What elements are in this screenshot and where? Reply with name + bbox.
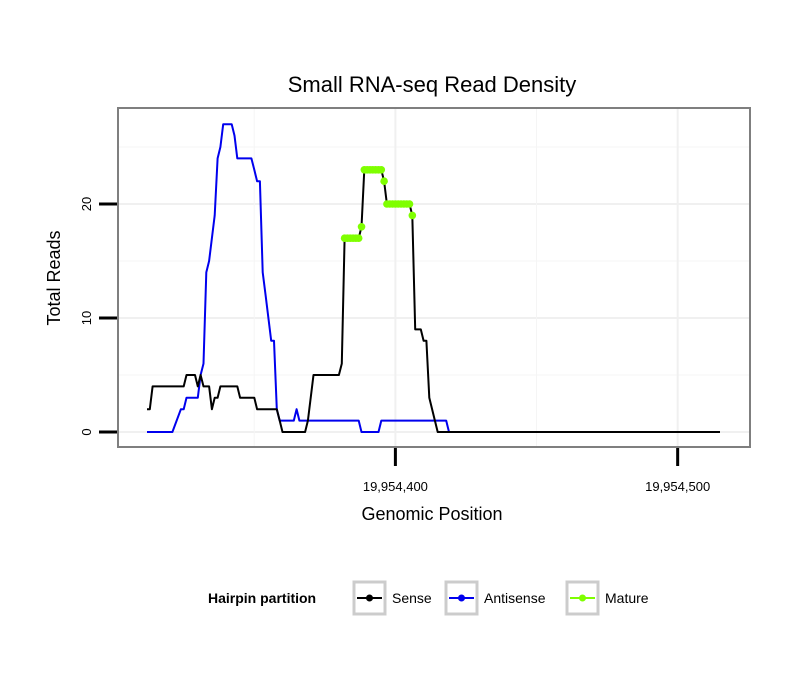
series-line-antisense <box>147 123 452 433</box>
legend-entries: Sense Antisense Mature <box>352 580 649 616</box>
mature-point <box>354 234 363 242</box>
mature-point <box>380 177 388 185</box>
mature-point <box>405 200 414 208</box>
mature-points <box>340 166 417 242</box>
legend-item-sense: Sense <box>352 580 432 616</box>
series-line-sense <box>147 168 720 433</box>
legend-key-dot <box>458 594 465 602</box>
legend-title: Hairpin partition <box>208 590 316 606</box>
chart-title: Small RNA-seq Read Density <box>288 72 577 97</box>
mature-point <box>357 223 366 231</box>
legend-item-antisense: Antisense <box>444 580 546 616</box>
mature-point <box>408 211 417 220</box>
grid-layer <box>118 108 750 447</box>
legend-key-dot <box>366 594 373 602</box>
mature-point <box>377 166 386 174</box>
legend-label: Mature <box>605 590 649 606</box>
legend-label: Sense <box>392 590 432 606</box>
axis-ticks: 0 10 20 19,954,400 19,954,500 <box>79 197 710 494</box>
y-tick-label: 10 <box>79 311 94 325</box>
y-tick-label: 0 <box>79 428 94 435</box>
y-axis-title: Total Reads <box>44 230 64 325</box>
legend-key-dot <box>579 594 586 602</box>
legend-item-mature: Mature <box>565 580 649 616</box>
plot-panel <box>117 107 751 448</box>
legend: Hairpin partition Sense Antisense Mature <box>208 580 649 616</box>
x-tick-label: 19,954,500 <box>645 479 710 494</box>
legend-label: Antisense <box>484 590 546 606</box>
x-tick-label: 19,954,400 <box>363 479 428 494</box>
x-axis-title: Genomic Position <box>361 504 502 524</box>
y-tick-label: 20 <box>79 197 94 211</box>
series-lines <box>147 123 720 433</box>
